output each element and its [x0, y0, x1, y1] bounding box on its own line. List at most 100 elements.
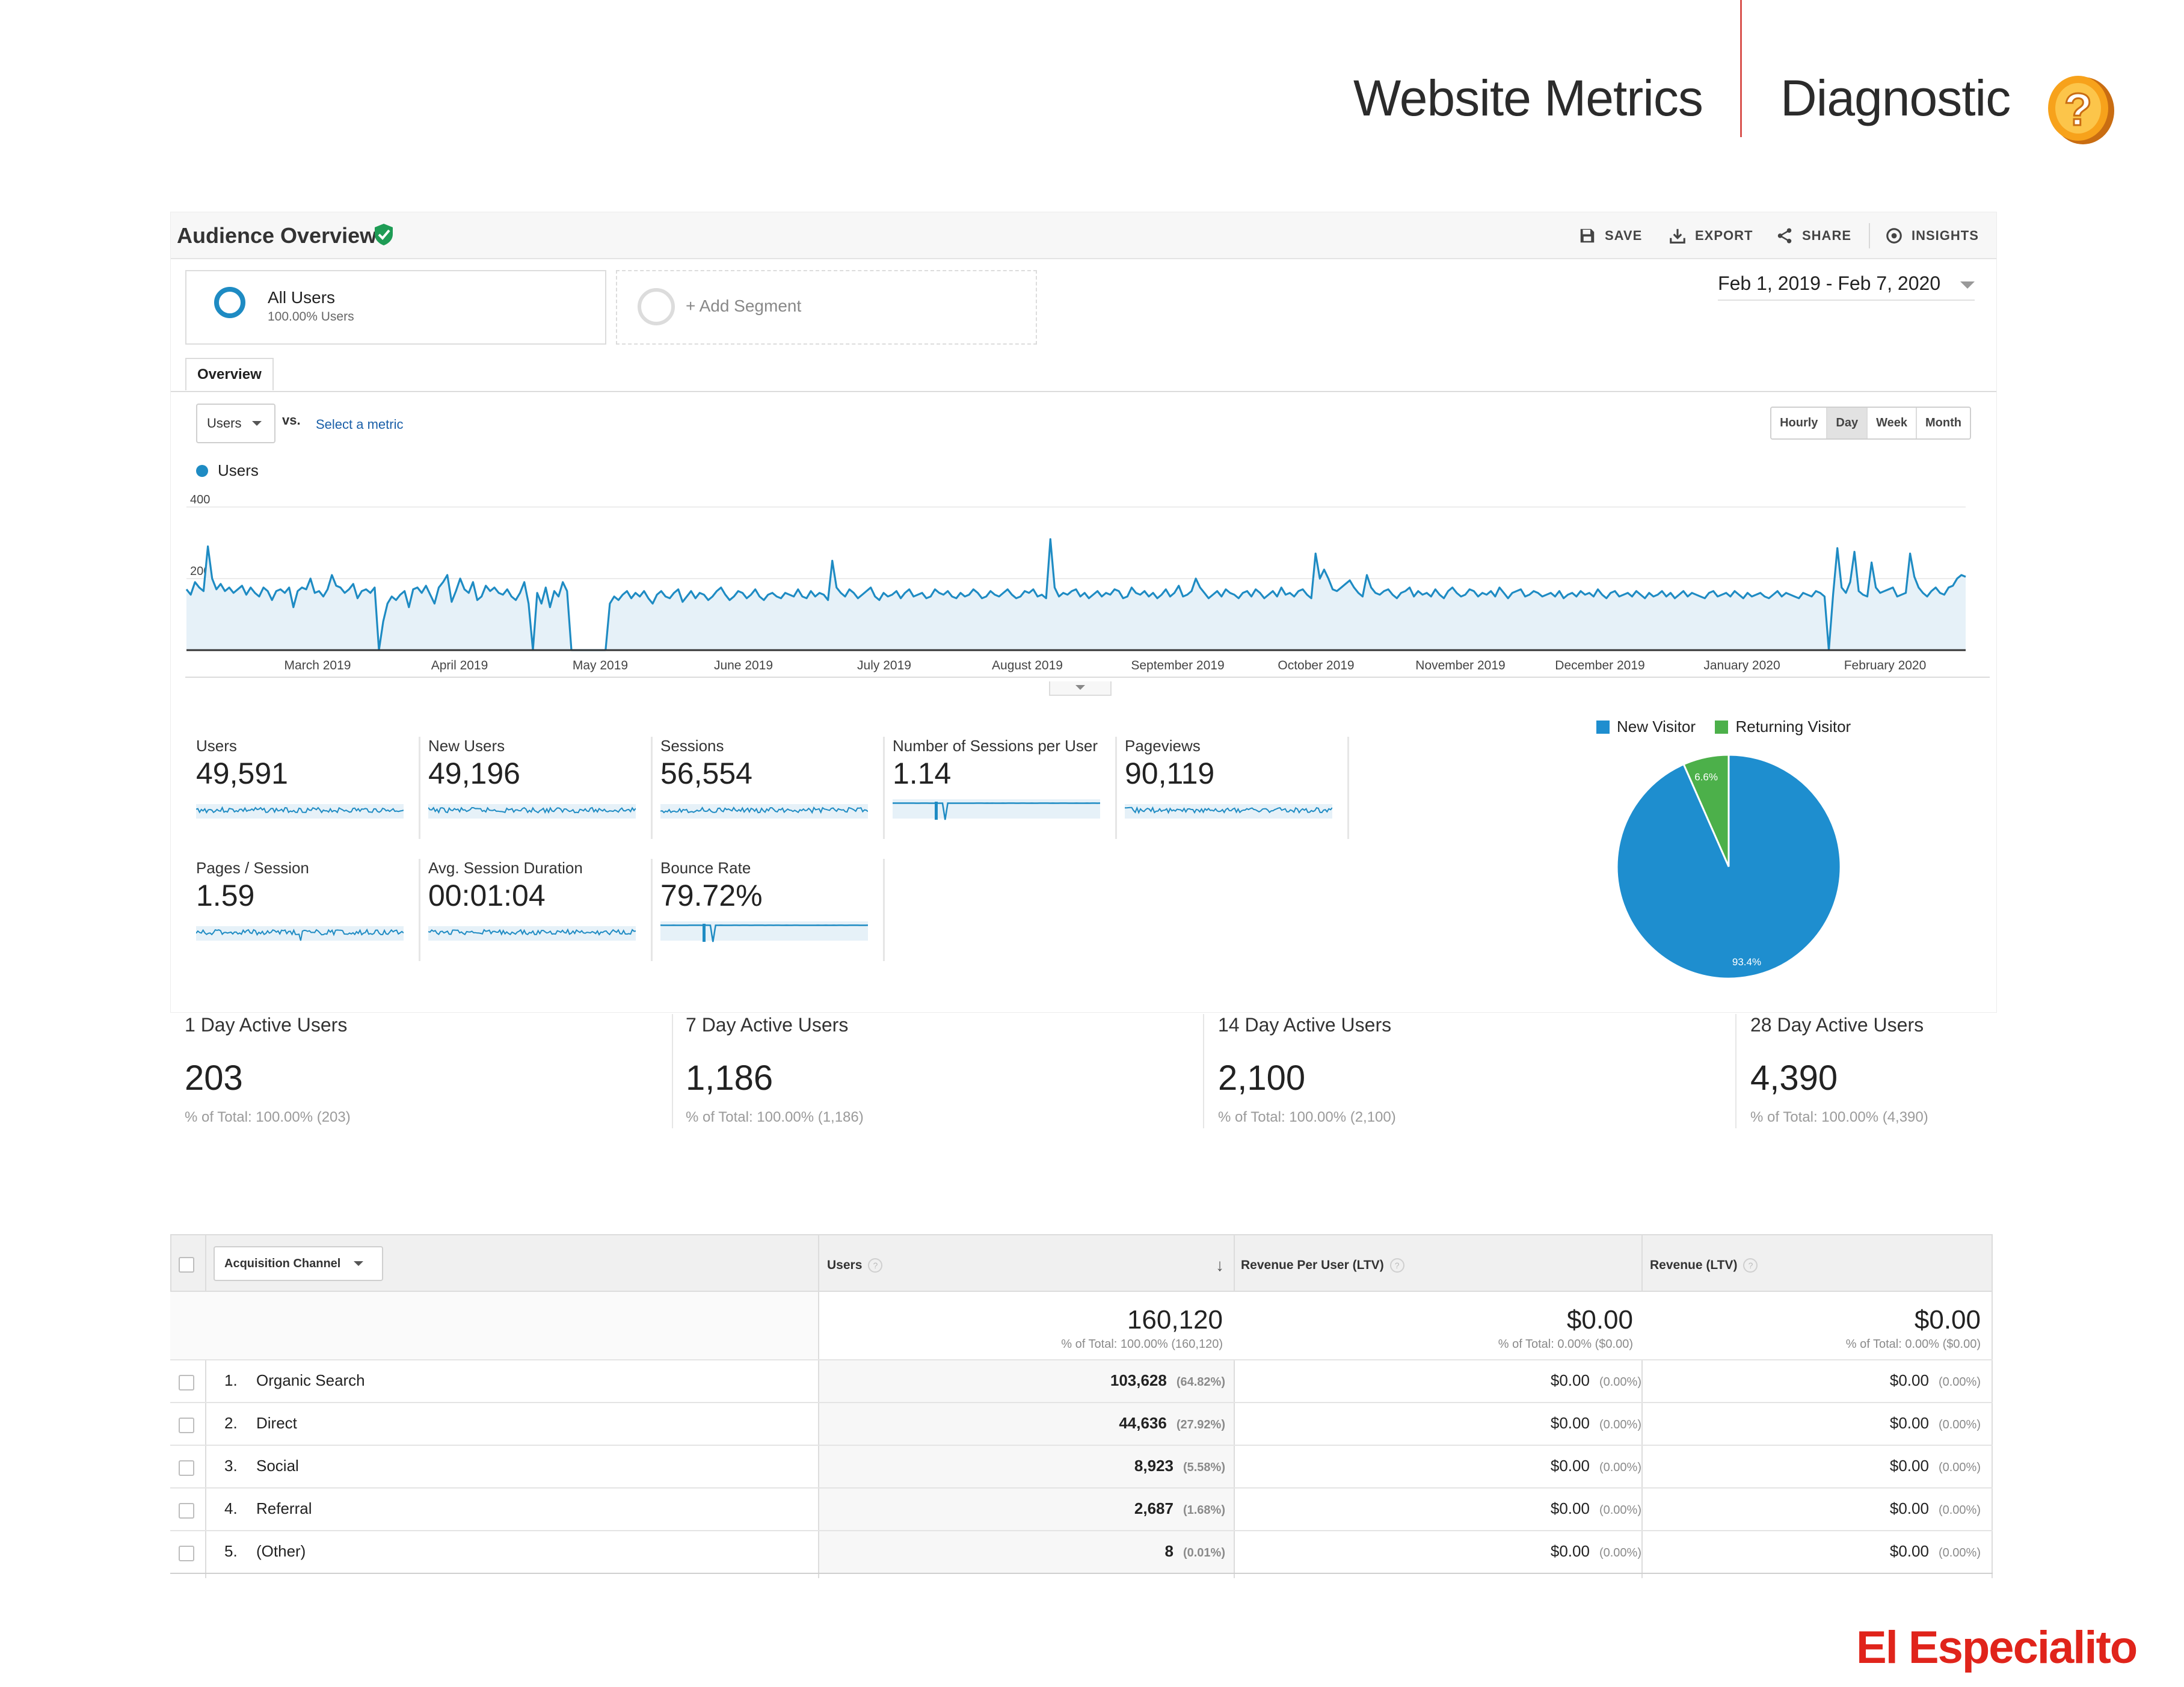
totals-row-left-bg	[170, 1292, 818, 1359]
granularity-hourly[interactable]: Hourly	[1771, 408, 1828, 438]
chevron-down-icon	[252, 421, 262, 426]
select-metric-link[interactable]: Select a metric	[316, 417, 404, 432]
revenue-percent: (0.00%)	[1938, 1546, 1981, 1559]
totals-rpu-value: $0.00	[1566, 1305, 1633, 1335]
metric-tile[interactable]: Bounce Rate 79.72%	[660, 859, 885, 961]
date-range-text: Feb 1, 2019 - Feb 7, 2020	[1718, 272, 1941, 294]
pie-slice[interactable]	[1616, 754, 1842, 980]
channel-name-link[interactable]: Referral	[256, 1499, 312, 1517]
column-header-rpu[interactable]: Revenue Per User (LTV)?	[1241, 1258, 1404, 1273]
table-row[interactable]: 5. (Other) 8 (0.01%) $0.00 (0.00%) $0.00 (0.00%…	[170, 1531, 1993, 1573]
users-cell-bg	[819, 1360, 1234, 1402]
users-cell-bg	[819, 1489, 1234, 1530]
dimension-select[interactable]: Acquisition Channel	[214, 1246, 383, 1281]
row-separator	[170, 1530, 1993, 1531]
metric-tile[interactable]: Sessions 56,554	[660, 737, 885, 839]
export-label: EXPORT	[1695, 228, 1753, 243]
metric-label: Bounce Rate	[660, 859, 751, 877]
sparkline-dip	[703, 924, 706, 942]
legend-swatch	[1596, 720, 1610, 734]
legend-swatch	[1715, 720, 1729, 734]
metric-value: 00:01:04	[428, 879, 546, 912]
metric-tile[interactable]: Users 49,591	[196, 737, 420, 839]
add-segment-ring-icon	[638, 288, 675, 325]
metric-tile[interactable]: New Users 49,196	[428, 737, 653, 839]
segment-all-users[interactable]: All Users 100.00% Users	[185, 270, 606, 345]
metric-tile[interactable]: Pageviews 90,119	[1125, 737, 1349, 839]
revenue-cell: $0.00 (0.00%)	[1890, 1499, 1981, 1518]
row-checkbox[interactable]	[179, 1418, 194, 1433]
metric-tile[interactable]: Number of Sessions per User 1.14	[893, 737, 1117, 839]
channel-name-link[interactable]: Organic Search	[256, 1371, 365, 1389]
table-row[interactable]: 1. Organic Search 103,628 (64.82%) $0.00 (0.0…	[170, 1360, 1993, 1402]
insights-button[interactable]: INSIGHTS	[1885, 227, 1979, 245]
revenue-percent: (0.00%)	[1938, 1418, 1981, 1431]
table-row[interactable]: 3. Social 8,923 (5.58%) $0.00 (0.00%) $0.00 (0.…	[170, 1446, 1993, 1487]
chart-collapse-handle[interactable]	[1049, 681, 1112, 696]
share-button[interactable]: SHARE	[1776, 227, 1851, 245]
legend-dot	[196, 464, 208, 477]
channel-name-link[interactable]: Social	[256, 1457, 299, 1475]
sort-down-icon[interactable]: ↓	[1216, 1256, 1224, 1274]
table-row[interactable]: 2. Direct 44,636 (27.92%) $0.00 (0.00%) $0.00 (…	[170, 1403, 1993, 1445]
metric-label: Sessions	[660, 737, 724, 755]
column-header-revenue-label: Revenue (LTV)	[1650, 1258, 1738, 1272]
granularity-day[interactable]: Day	[1827, 408, 1868, 438]
chevron-down-icon	[1075, 685, 1085, 690]
column-header-users[interactable]: Users?	[827, 1258, 883, 1273]
row-checkbox[interactable]	[179, 1375, 194, 1390]
export-button[interactable]: EXPORT	[1669, 227, 1753, 245]
row-checkbox[interactable]	[179, 1460, 194, 1476]
legend-new-visitor: New Visitor	[1596, 718, 1696, 736]
x-tick-label: May 2019	[573, 659, 628, 672]
row-number: 4.	[224, 1499, 238, 1517]
channel-name-link[interactable]: Direct	[256, 1414, 297, 1432]
totals-users-sub: % of Total: 100.00% (160,120)	[1061, 1338, 1223, 1351]
date-range-picker[interactable]: Feb 1, 2019 - Feb 7, 2020	[1718, 272, 1975, 301]
row-checkbox[interactable]	[179, 1503, 194, 1519]
select-all-checkbox[interactable]	[179, 1257, 194, 1273]
sparkline-line	[660, 924, 868, 942]
rpu-cell: $0.00 (0.00%)	[1551, 1371, 1641, 1390]
insights-icon	[1886, 228, 1902, 244]
table-row[interactable]: 4. Referral 2,687 (1.68%) $0.00 (0.00%) $0.00 (…	[170, 1489, 1993, 1530]
revenue-percent: (0.00%)	[1938, 1504, 1981, 1517]
active-users-label: 14 Day Active Users	[1218, 1014, 1392, 1036]
x-tick-label: November 2019	[1415, 659, 1505, 672]
metric-select[interactable]: Users	[196, 404, 275, 443]
sparkline-line	[196, 928, 404, 941]
metric-tile[interactable]: Avg. Session Duration 00:01:04	[428, 859, 653, 961]
granularity-month[interactable]: Month	[1917, 408, 1970, 438]
granularity-week[interactable]: Week	[1868, 408, 1918, 438]
revenue-cell: $0.00 (0.00%)	[1890, 1542, 1981, 1561]
active-users-label: 28 Day Active Users	[1750, 1014, 1924, 1036]
metric-label: Users	[196, 737, 237, 755]
column-header-revenue[interactable]: Revenue (LTV)?	[1650, 1258, 1758, 1273]
chevron-down-icon	[354, 1261, 364, 1266]
save-button[interactable]: SAVE	[1578, 227, 1642, 245]
metric-label: Avg. Session Duration	[428, 859, 583, 877]
metric-sparkline	[196, 926, 404, 941]
row-separator	[170, 1445, 1993, 1446]
tab-overview[interactable]: Overview	[185, 358, 274, 390]
help-icon: ?	[1743, 1258, 1758, 1273]
users-cell-bg	[819, 1446, 1234, 1487]
table-divider	[1641, 1234, 1643, 1578]
sparkline-line	[196, 806, 404, 814]
rpu-percent: (0.00%)	[1599, 1375, 1641, 1389]
rpu-percent: (0.00%)	[1599, 1546, 1641, 1559]
segment-sub: 100.00% Users	[268, 310, 354, 324]
chevron-down-icon	[1960, 281, 1975, 289]
row-checkbox[interactable]	[179, 1546, 194, 1561]
active-users-card: 14 Day Active Users 2,100 % of Total: 100.…	[1218, 1014, 1736, 1128]
row-separator	[170, 1402, 1993, 1403]
metric-tile[interactable]: Pages / Session 1.59	[196, 859, 420, 961]
users-value: 44,636	[1119, 1414, 1167, 1432]
row-separator	[170, 1359, 1993, 1360]
table-divider	[205, 1234, 206, 1578]
metric-value: 79.72%	[660, 879, 763, 912]
row-number: 5.	[224, 1542, 238, 1560]
panel-toolbar: Audience Overview SAVE EXPORT SHARE INSI…	[171, 212, 1996, 259]
add-segment-button[interactable]: + Add Segment	[616, 270, 1037, 345]
channel-name-link[interactable]: (Other)	[256, 1542, 306, 1560]
